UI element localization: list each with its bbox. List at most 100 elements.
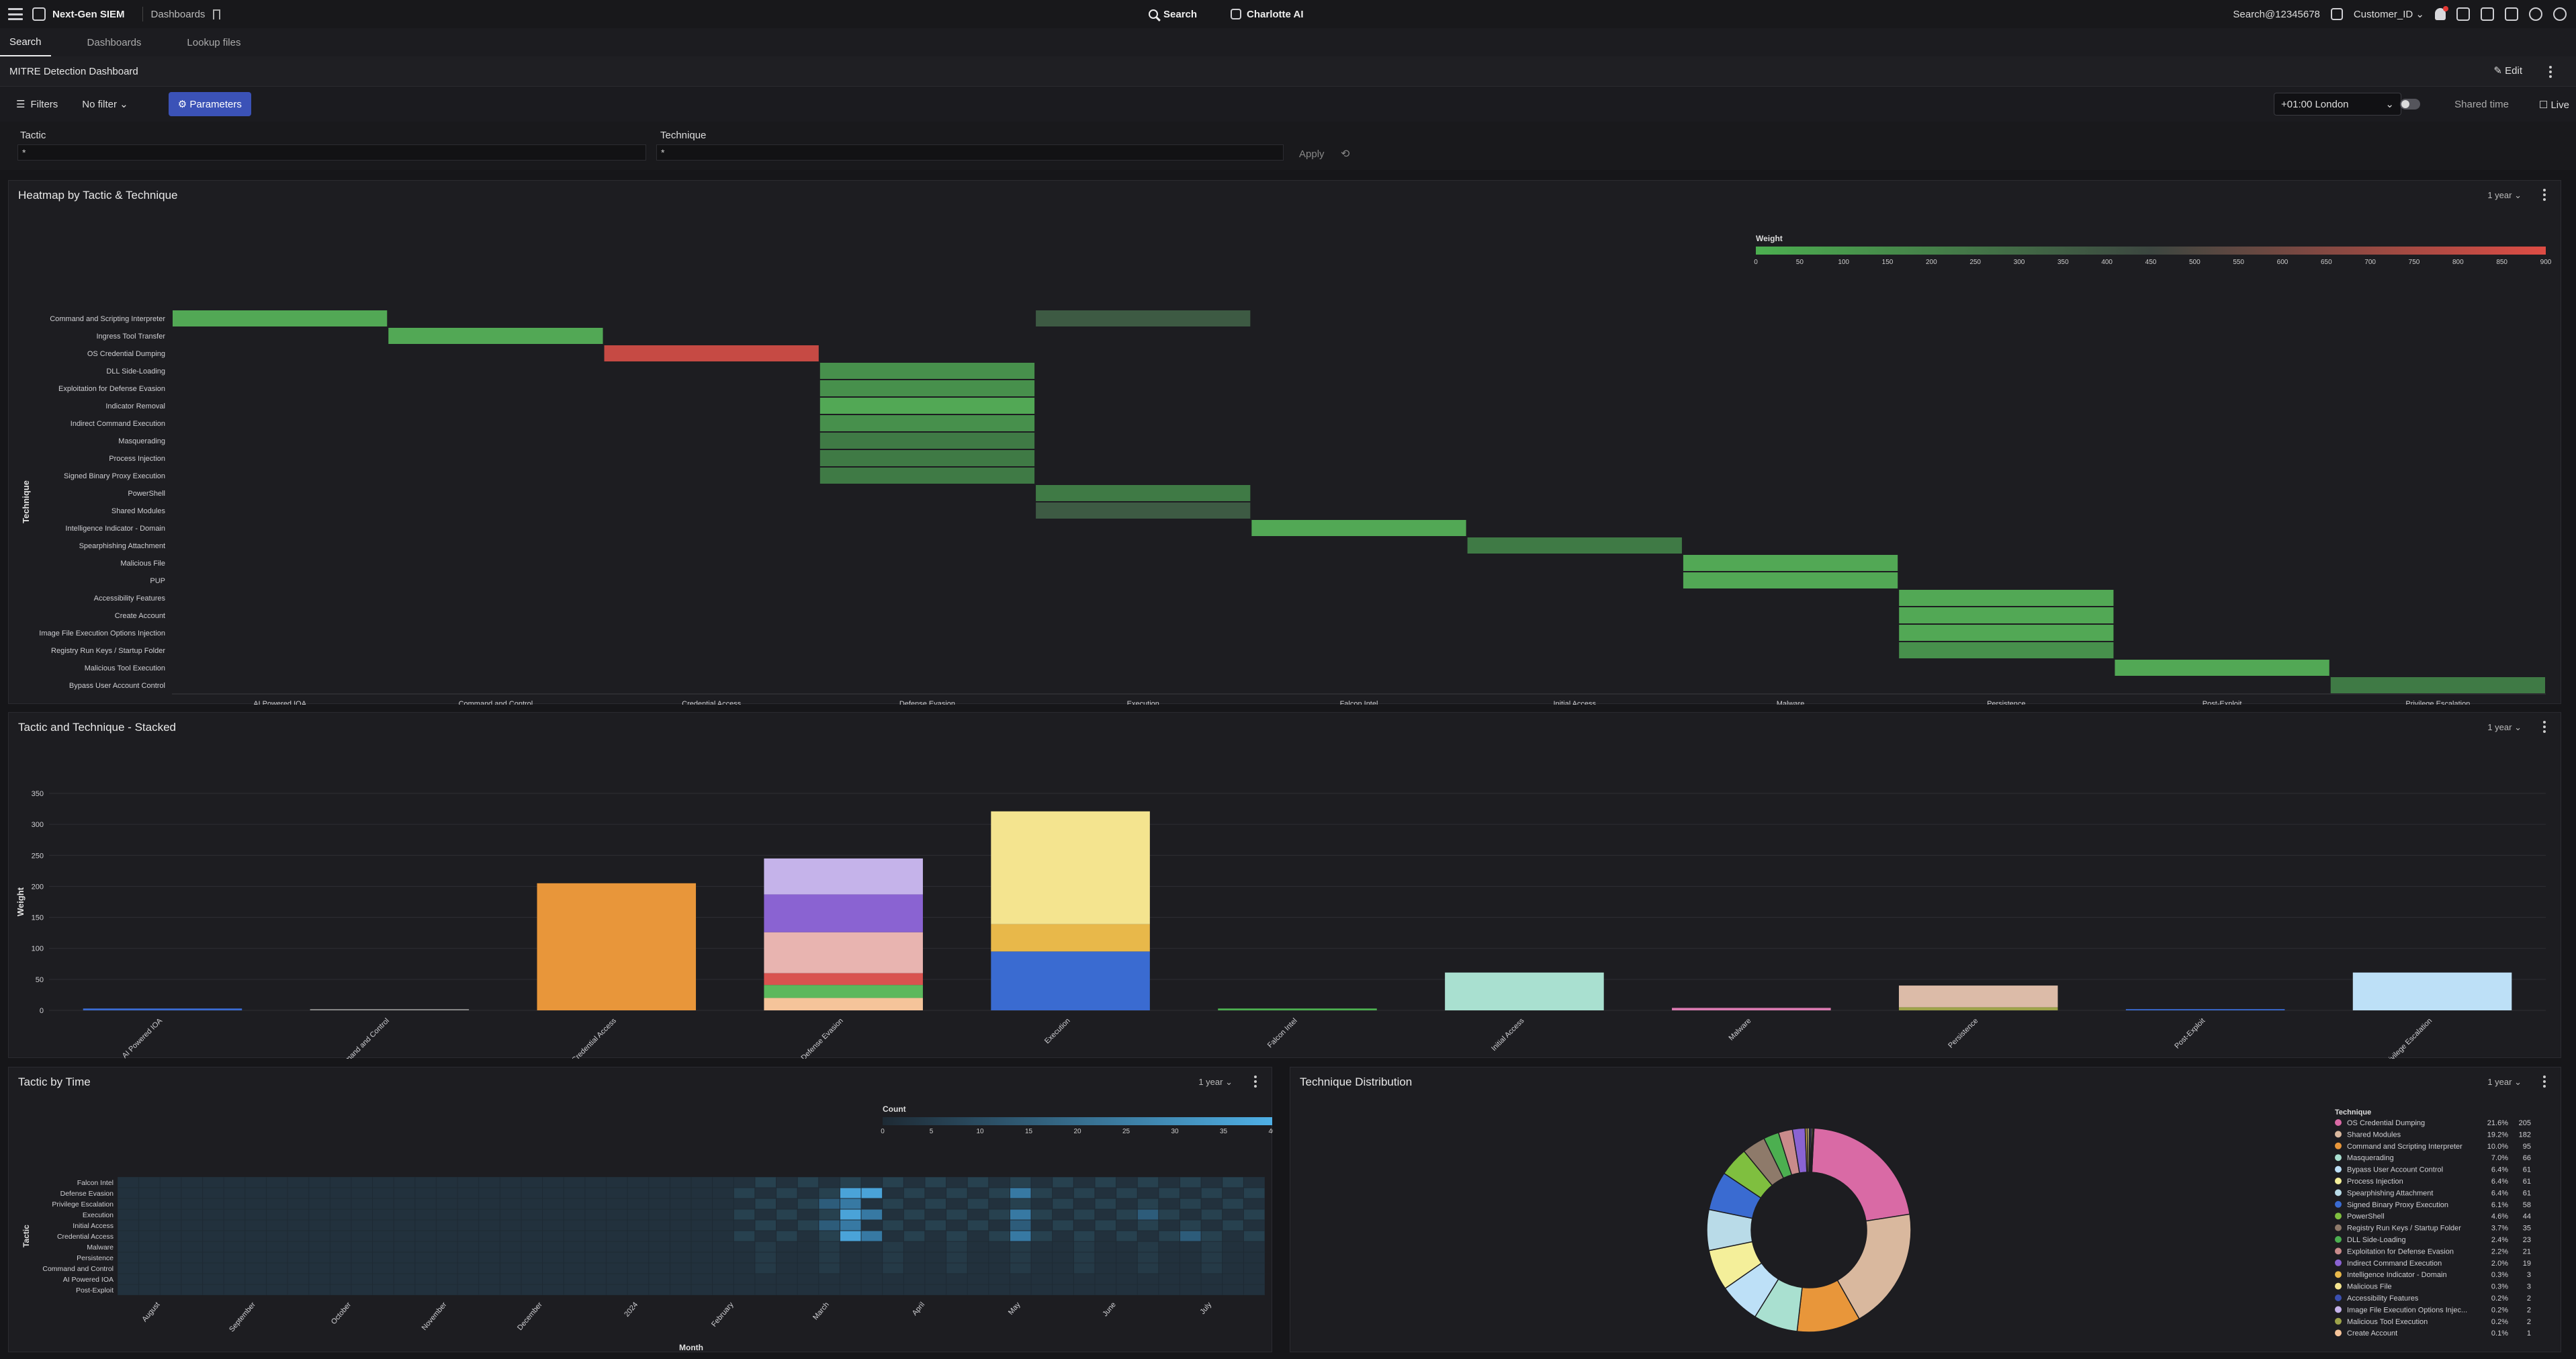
tt-cell — [351, 1274, 373, 1284]
tt-cell — [224, 1198, 245, 1209]
heatmap-more-icon[interactable] — [2543, 189, 2546, 201]
tt-cell — [1095, 1177, 1116, 1188]
tt-cell — [649, 1263, 670, 1274]
pie-legend-percent: 0.2% — [2491, 1295, 2508, 1303]
heatmap-plot-area — [172, 310, 2546, 694]
menu-icon[interactable] — [8, 8, 23, 20]
tab-dashboards[interactable]: Dashboards — [87, 36, 142, 48]
tt-cell — [946, 1241, 967, 1252]
tt-cell — [457, 1274, 479, 1284]
tt-cell — [436, 1188, 457, 1198]
pie-legend-label: Indirect Command Execution — [2347, 1260, 2442, 1268]
help-icon[interactable] — [2456, 7, 2470, 21]
tt-cell — [479, 1274, 500, 1284]
breadcrumb-dashboards[interactable]: Dashboards — [150, 8, 206, 20]
search-button[interactable]: Search — [1149, 9, 1197, 20]
heatmap-cell — [1036, 310, 1251, 326]
stacked-bar-segment — [764, 973, 923, 985]
tactic-param-input[interactable]: * — [17, 144, 646, 161]
stacked-x-tick-label: Persistence — [1947, 1017, 1980, 1050]
heatmap-legend-tick: 400 — [2101, 259, 2113, 266]
page-more-icon[interactable] — [2549, 66, 2552, 78]
tt-y-tick-label: Persistence — [77, 1254, 114, 1262]
tt-cell — [1010, 1198, 1031, 1209]
tt-cell — [160, 1252, 181, 1263]
tt-cell — [606, 1198, 627, 1209]
tt-cell — [649, 1284, 670, 1295]
heatmap-time-select[interactable]: 1 year ⌄ — [2487, 190, 2522, 200]
tt-cell — [266, 1188, 287, 1198]
tt-cell — [1095, 1252, 1116, 1263]
tt-cell — [797, 1209, 819, 1220]
notification-bell-icon[interactable] — [2435, 6, 2448, 20]
filters-button[interactable]: ☰ Filters — [16, 98, 58, 111]
distribution-time-select[interactable]: 1 year ⌄ — [2487, 1077, 2522, 1087]
tt-cell — [373, 1274, 394, 1284]
tt-y-tick-label: Execution — [83, 1211, 114, 1219]
no-filter-select[interactable]: No filter ⌄ — [82, 99, 128, 110]
search-icon — [1149, 9, 1158, 19]
heatmap-legend-title: Weight — [1756, 234, 1783, 243]
tactic-time-more-icon[interactable] — [1254, 1076, 1257, 1088]
tt-cell — [734, 1263, 755, 1274]
distribution-more-icon[interactable] — [2543, 1076, 2546, 1088]
live-checkbox[interactable]: ☐ Live — [2538, 99, 2569, 111]
tt-cell — [330, 1220, 351, 1231]
tt-cell — [330, 1177, 351, 1188]
tt-cell — [287, 1209, 309, 1220]
heatmap-x-tick-label: Persistence — [1987, 700, 2025, 705]
reset-icon[interactable]: ⟲ — [1341, 148, 1350, 160]
stacked-more-icon[interactable] — [2543, 721, 2546, 733]
shared-time-toggle[interactable] — [2400, 99, 2420, 109]
tt-cell — [139, 1231, 160, 1241]
tt-x-tick-label: August — [140, 1301, 161, 1323]
theme-icon[interactable] — [2553, 7, 2567, 21]
bookmark-icon[interactable] — [213, 9, 221, 19]
technique-param-input[interactable]: * — [656, 144, 1284, 161]
parameter-bar: Tactic * Technique * Apply ⟲ — [0, 122, 2576, 170]
tt-cell — [118, 1209, 139, 1220]
tt-cell — [415, 1177, 436, 1188]
apply-button[interactable]: Apply — [1299, 148, 1325, 160]
user-icon[interactable] — [2529, 7, 2542, 21]
heatmap-cell — [1899, 607, 2114, 623]
pie-legend-label: OS Credential Dumping — [2347, 1119, 2425, 1127]
tt-cell — [543, 1284, 564, 1295]
tt-cell — [1243, 1177, 1265, 1188]
tt-cell — [755, 1274, 776, 1284]
tactic-time-time-select[interactable]: 1 year ⌄ — [1198, 1077, 1233, 1087]
app-grid-icon[interactable] — [2505, 7, 2518, 21]
stacked-time-select[interactable]: 1 year ⌄ — [2487, 722, 2522, 732]
app-name[interactable]: Next-Gen SIEM — [52, 8, 125, 20]
document-icon[interactable] — [2330, 8, 2343, 20]
account-label[interactable]: Search@12345678 — [2233, 8, 2320, 20]
tab-lookup-files[interactable]: Lookup files — [187, 36, 241, 48]
edit-button[interactable]: ✎ Edit — [2493, 65, 2522, 77]
timezone-select[interactable]: +01:00 London ⌄ — [2274, 93, 2401, 116]
tt-cell — [1073, 1252, 1095, 1263]
heatmap-y-tick-label: OS Credential Dumping — [87, 350, 165, 358]
tab-search[interactable]: Search — [0, 28, 51, 56]
tt-cell — [776, 1220, 797, 1231]
customer-select[interactable]: Customer_ID ⌄ — [2353, 9, 2424, 20]
pie-legend-swatch — [2335, 1236, 2342, 1243]
tactic-time-panel-title: Tactic by Time — [18, 1076, 91, 1088]
charlotte-ai-button[interactable]: Charlotte AI — [1231, 9, 1304, 20]
tt-y-tick-label: Falcon Intel — [77, 1179, 114, 1187]
parameters-button[interactable]: ⚙ Parameters — [168, 92, 251, 116]
tt-cell — [415, 1241, 436, 1252]
tt-cell — [139, 1252, 160, 1263]
heatmap-cell — [1899, 590, 2114, 606]
tt-legend-tick: 0 — [881, 1128, 885, 1135]
tt-cell — [479, 1241, 500, 1252]
tt-cell — [160, 1188, 181, 1198]
tt-cell — [861, 1231, 883, 1241]
tt-cell — [691, 1220, 713, 1231]
tt-cell — [373, 1241, 394, 1252]
tt-cell — [691, 1177, 713, 1188]
tt-legend-tick: 25 — [1122, 1128, 1130, 1135]
tt-cell — [925, 1220, 946, 1231]
tt-cell — [1201, 1188, 1223, 1198]
server-icon[interactable] — [2481, 7, 2494, 21]
tt-cell — [415, 1188, 436, 1198]
